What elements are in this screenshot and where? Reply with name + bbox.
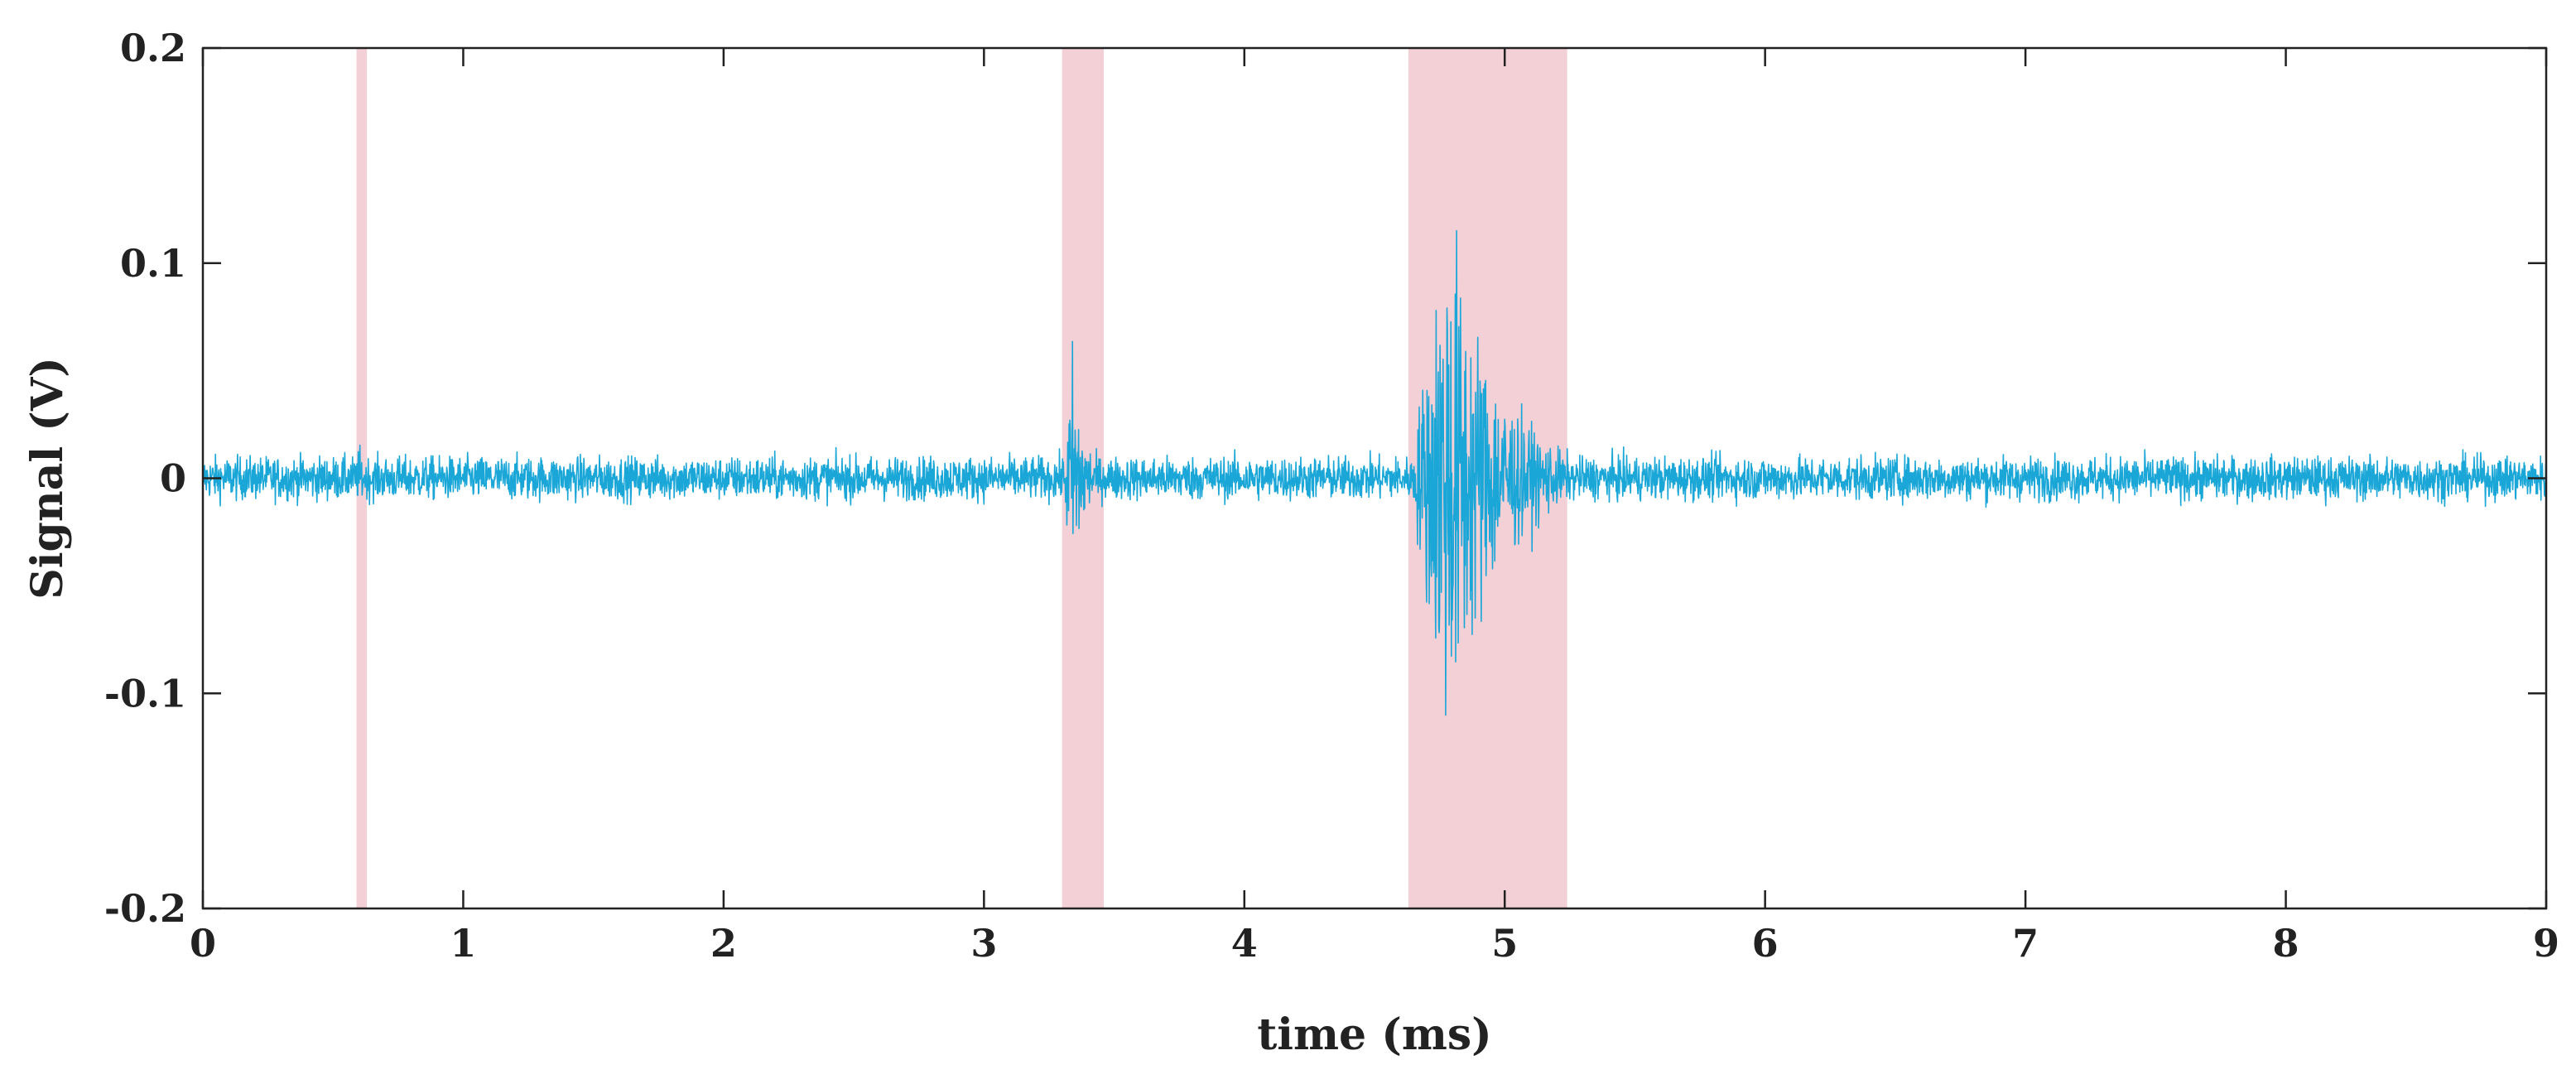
series-layer <box>202 229 2547 716</box>
x-tick-label: 9 <box>2533 921 2559 966</box>
x-tick-label: 0 <box>190 921 216 966</box>
y-tick-label: 0.2 <box>120 26 186 70</box>
x-tick-label: 1 <box>450 921 476 966</box>
signal-line <box>202 229 2547 716</box>
x-tick-label: 8 <box>2273 921 2299 966</box>
x-tick-label: 3 <box>970 921 997 966</box>
y-axis-label: Signal (V) <box>22 357 73 600</box>
tick-layer: 0 1 2 3 4 5 6 7 8 9 0.2 0.1 0 -0.1 -0.2 <box>104 26 2559 966</box>
y-tick-label: 0 <box>160 456 186 501</box>
y-tick-label: 0.1 <box>120 241 186 286</box>
x-tick-label: 4 <box>1231 921 1258 966</box>
y-tick-label: -0.2 <box>104 886 186 931</box>
x-axis-label: time (ms) <box>1257 1009 1492 1060</box>
x-tick-label: 2 <box>710 921 737 966</box>
x-tick-label: 7 <box>2012 921 2039 966</box>
x-tick-label: 5 <box>1491 921 1518 966</box>
x-tick-label: 6 <box>1752 921 1779 966</box>
y-tick-label: -0.1 <box>104 671 186 716</box>
